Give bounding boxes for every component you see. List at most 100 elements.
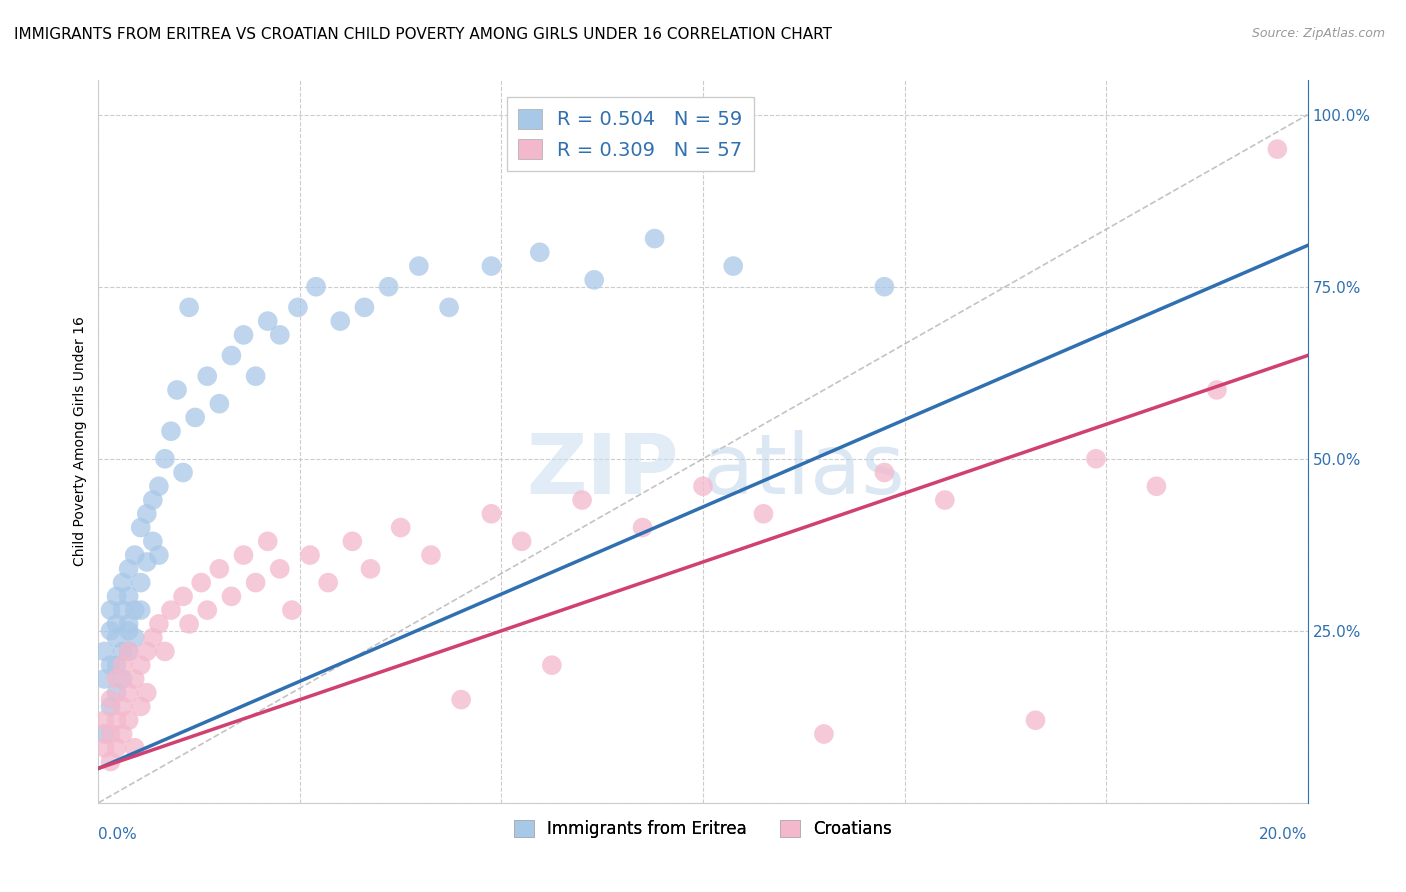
Point: [135, 555, 157, 569]
Point: [111, 727, 134, 741]
Point: [105, 686, 128, 700]
Point: [873, 279, 896, 293]
Point: [245, 575, 267, 590]
Point: [299, 548, 322, 562]
Point: [118, 590, 141, 604]
Point: [93, 672, 115, 686]
Point: [232, 548, 254, 562]
Point: [195, 369, 218, 384]
Point: [111, 644, 134, 658]
Point: [353, 301, 375, 315]
Legend: Immigrants from Eritrea, Croatians: Immigrants from Eritrea, Croatians: [508, 814, 898, 845]
Text: ZIP: ZIP: [526, 430, 679, 511]
Text: atlas: atlas: [703, 430, 904, 511]
Point: [172, 466, 194, 480]
Point: [129, 699, 152, 714]
Point: [631, 520, 654, 534]
Point: [124, 631, 146, 645]
Point: [111, 658, 134, 673]
Point: [142, 631, 165, 645]
Point: [105, 631, 128, 645]
Point: [124, 672, 146, 686]
Point: [644, 231, 666, 245]
Point: [105, 658, 128, 673]
Point: [540, 658, 562, 673]
Point: [305, 279, 328, 293]
Point: [100, 658, 122, 673]
Point: [93, 740, 115, 755]
Point: [105, 713, 128, 727]
Point: [148, 479, 170, 493]
Point: [100, 692, 122, 706]
Point: [118, 616, 141, 631]
Point: [111, 699, 134, 714]
Point: [1267, 142, 1289, 156]
Point: [105, 616, 128, 631]
Point: [1206, 383, 1229, 397]
Point: [100, 699, 122, 714]
Point: [124, 548, 146, 562]
Point: [256, 534, 278, 549]
Point: [329, 314, 352, 328]
Point: [179, 301, 201, 315]
Point: [510, 534, 533, 549]
Point: [269, 327, 291, 342]
Point: [360, 562, 382, 576]
Point: [148, 616, 170, 631]
Point: [100, 755, 122, 769]
Point: [316, 575, 339, 590]
Point: [111, 672, 134, 686]
Point: [256, 314, 278, 328]
Text: 0.0%: 0.0%: [98, 827, 138, 842]
Point: [1144, 479, 1167, 493]
Point: [153, 644, 176, 658]
Point: [111, 603, 134, 617]
Point: [529, 245, 551, 260]
Point: [377, 279, 399, 293]
Point: [172, 590, 194, 604]
Point: [208, 562, 231, 576]
Text: IMMIGRANTS FROM ERITREA VS CROATIAN CHILD POVERTY AMONG GIRLS UNDER 16 CORRELATI: IMMIGRANTS FROM ERITREA VS CROATIAN CHIL…: [14, 27, 832, 42]
Point: [93, 644, 115, 658]
Point: [221, 349, 243, 363]
Point: [135, 686, 157, 700]
Point: [93, 713, 115, 727]
Point: [124, 740, 146, 755]
Point: [100, 727, 122, 741]
Point: [208, 397, 231, 411]
Point: [184, 410, 207, 425]
Point: [389, 520, 412, 534]
Point: [135, 644, 157, 658]
Point: [105, 740, 128, 755]
Point: [129, 603, 152, 617]
Point: [118, 624, 141, 638]
Point: [129, 658, 152, 673]
Point: [1024, 713, 1046, 727]
Point: [450, 692, 472, 706]
Point: [245, 369, 267, 384]
Point: [118, 686, 141, 700]
Point: [873, 466, 896, 480]
Point: [166, 383, 188, 397]
Point: [1085, 451, 1108, 466]
Point: [153, 451, 176, 466]
Y-axis label: Child Poverty Among Girls Under 16: Child Poverty Among Girls Under 16: [73, 317, 87, 566]
Point: [934, 493, 956, 508]
Point: [195, 603, 218, 617]
Point: [135, 507, 157, 521]
Point: [232, 327, 254, 342]
Point: [142, 493, 165, 508]
Point: [118, 644, 141, 658]
Point: [752, 507, 775, 521]
Point: [124, 603, 146, 617]
Text: Source: ZipAtlas.com: Source: ZipAtlas.com: [1251, 27, 1385, 40]
Point: [118, 644, 141, 658]
Point: [118, 562, 141, 576]
Point: [111, 575, 134, 590]
Point: [129, 575, 152, 590]
Text: 20.0%: 20.0%: [1260, 827, 1308, 842]
Point: [105, 590, 128, 604]
Point: [342, 534, 364, 549]
Point: [190, 575, 212, 590]
Point: [160, 424, 183, 438]
